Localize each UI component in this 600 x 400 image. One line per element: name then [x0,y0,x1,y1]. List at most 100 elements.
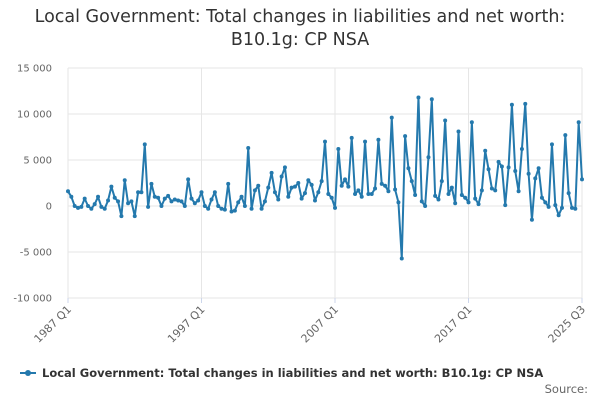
data-point[interactable] [209,197,214,202]
data-point[interactable] [333,205,338,210]
data-point[interactable] [439,179,444,184]
data-point[interactable] [469,120,474,125]
data-point[interactable] [82,196,87,201]
data-point[interactable] [142,142,147,147]
data-point[interactable] [416,95,421,100]
data-point[interactable] [409,179,414,184]
data-point[interactable] [179,199,184,204]
data-point[interactable] [109,184,114,189]
data-point[interactable] [112,195,117,200]
data-point[interactable] [456,129,461,134]
data-point[interactable] [446,192,451,197]
data-point[interactable] [339,183,344,188]
data-point[interactable] [336,146,341,151]
data-point[interactable] [316,190,321,195]
data-point[interactable] [576,120,581,125]
data-point[interactable] [309,182,314,187]
data-point[interactable] [559,205,564,210]
data-point[interactable] [556,213,561,218]
data-point[interactable] [246,146,251,151]
data-point[interactable] [162,196,167,201]
data-point[interactable] [566,191,571,196]
data-point[interactable] [196,198,201,203]
data-point[interactable] [169,199,174,204]
data-point[interactable] [272,190,277,195]
data-point[interactable] [406,166,411,171]
data-point[interactable] [302,191,307,196]
data-point[interactable] [399,256,404,261]
data-point[interactable] [89,206,94,211]
data-point[interactable] [463,195,468,200]
data-point[interactable] [453,201,458,206]
data-point[interactable] [119,214,124,219]
data-point[interactable] [326,192,331,197]
data-point[interactable] [533,176,538,181]
data-point[interactable] [403,134,408,139]
data-point[interactable] [389,115,394,120]
data-point[interactable] [580,177,584,182]
data-point[interactable] [186,177,191,182]
data-point[interactable] [69,194,74,199]
data-point[interactable] [156,195,161,200]
data-point[interactable] [486,167,491,172]
data-point[interactable] [496,159,501,164]
data-point[interactable] [99,204,104,209]
data-point[interactable] [376,137,381,142]
data-point[interactable] [166,193,171,198]
data-point[interactable] [129,199,134,204]
data-point[interactable] [159,204,164,208]
data-point[interactable] [429,97,434,102]
data-point[interactable] [369,192,374,197]
data-point[interactable] [262,199,267,204]
data-point[interactable] [269,170,274,175]
data-point[interactable] [359,194,364,199]
data-point[interactable] [189,196,194,201]
data-point[interactable] [449,185,454,190]
data-point[interactable] [149,181,154,186]
data-point[interactable] [202,204,207,208]
data-point[interactable] [436,197,441,202]
data-point[interactable] [276,197,281,202]
data-point[interactable] [493,188,498,193]
data-point[interactable] [126,201,131,206]
data-point[interactable] [199,190,204,195]
data-point[interactable] [506,165,511,170]
data-point[interactable] [242,204,247,208]
data-point[interactable] [306,178,311,183]
data-point[interactable] [346,184,351,189]
data-point[interactable] [396,200,401,205]
data-point[interactable] [256,183,261,188]
data-point[interactable] [146,204,151,209]
data-point[interactable] [366,192,371,197]
data-point[interactable] [509,102,514,107]
data-point[interactable] [102,206,107,211]
data-point[interactable] [282,165,287,170]
data-point[interactable] [519,146,524,151]
data-point[interactable] [539,195,544,200]
data-point[interactable] [212,190,217,195]
data-point[interactable] [423,204,428,208]
data-point[interactable] [553,203,558,208]
data-point[interactable] [419,199,424,204]
data-point[interactable] [79,204,84,209]
data-point[interactable] [216,204,221,208]
data-point[interactable] [236,200,241,205]
data-point[interactable] [266,185,271,190]
data-point[interactable] [219,206,224,211]
data-point[interactable] [172,197,177,202]
data-point[interactable] [222,207,227,212]
data-point[interactable] [249,206,254,211]
data-point[interactable] [413,192,418,197]
data-point[interactable] [116,199,121,204]
data-point[interactable] [489,186,494,191]
data-point[interactable] [356,188,361,193]
data-point[interactable] [426,155,431,160]
data-point[interactable] [239,194,244,199]
data-point[interactable] [192,201,197,206]
legend[interactable]: Local Government: Total changes in liabi… [20,366,543,380]
data-point[interactable] [573,206,578,211]
data-point[interactable] [433,193,438,198]
data-point[interactable] [379,181,384,186]
data-point[interactable] [513,169,518,174]
data-point[interactable] [459,192,464,197]
